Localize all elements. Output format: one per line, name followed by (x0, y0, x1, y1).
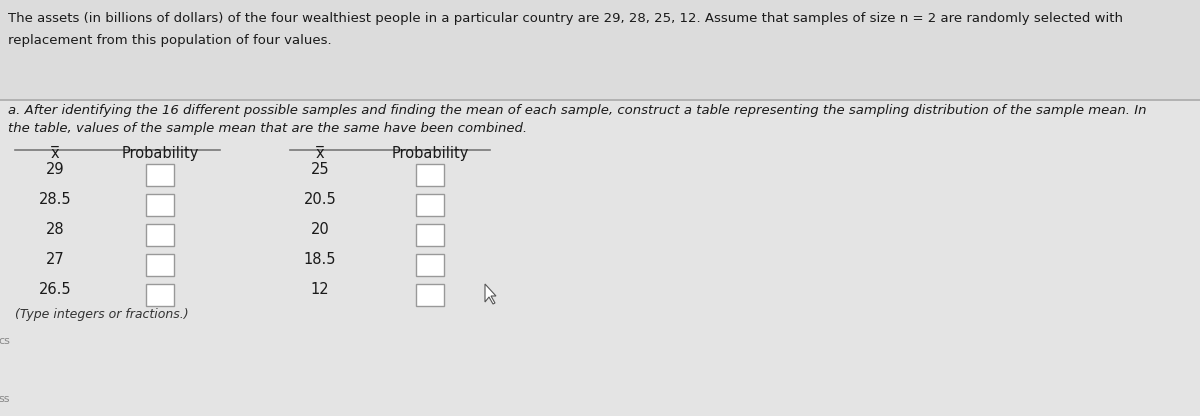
Text: 27: 27 (46, 252, 65, 267)
Bar (146, 164, 174, 186)
Text: (Type integers or fractions.): (Type integers or fractions.) (14, 308, 188, 321)
Bar (416, 254, 444, 276)
Bar (416, 164, 444, 186)
Text: a. After identifying the 16 different possible samples and finding the mean of e: a. After identifying the 16 different po… (8, 104, 1146, 117)
Bar (0, 0, 1200, 100)
Text: Probability: Probability (391, 146, 469, 161)
Bar (0, 100, 1200, 416)
Bar (416, 224, 444, 246)
Text: x̅: x̅ (316, 146, 324, 161)
Text: 28.5: 28.5 (38, 192, 71, 207)
Bar (146, 284, 174, 306)
Text: ss: ss (0, 394, 10, 404)
Text: 28: 28 (46, 222, 65, 237)
Text: 25: 25 (311, 162, 329, 177)
Bar (146, 194, 174, 216)
Text: 18.5: 18.5 (304, 252, 336, 267)
Polygon shape (485, 284, 496, 304)
Text: 20.5: 20.5 (304, 192, 336, 207)
Bar (416, 284, 444, 306)
Bar (416, 194, 444, 216)
Text: x̅: x̅ (50, 146, 59, 161)
Text: replacement from this population of four values.: replacement from this population of four… (8, 34, 331, 47)
Text: the table, values of the sample mean that are the same have been combined.: the table, values of the sample mean tha… (8, 122, 527, 135)
Text: Probability: Probability (121, 146, 199, 161)
Text: 26.5: 26.5 (38, 282, 71, 297)
Bar (146, 254, 174, 276)
Text: 29: 29 (46, 162, 65, 177)
Text: The assets (in billions of dollars) of the four wealthiest people in a particula: The assets (in billions of dollars) of t… (8, 12, 1123, 25)
Bar (146, 224, 174, 246)
Text: 12: 12 (311, 282, 329, 297)
Text: cs: cs (0, 336, 10, 346)
Text: 20: 20 (311, 222, 329, 237)
